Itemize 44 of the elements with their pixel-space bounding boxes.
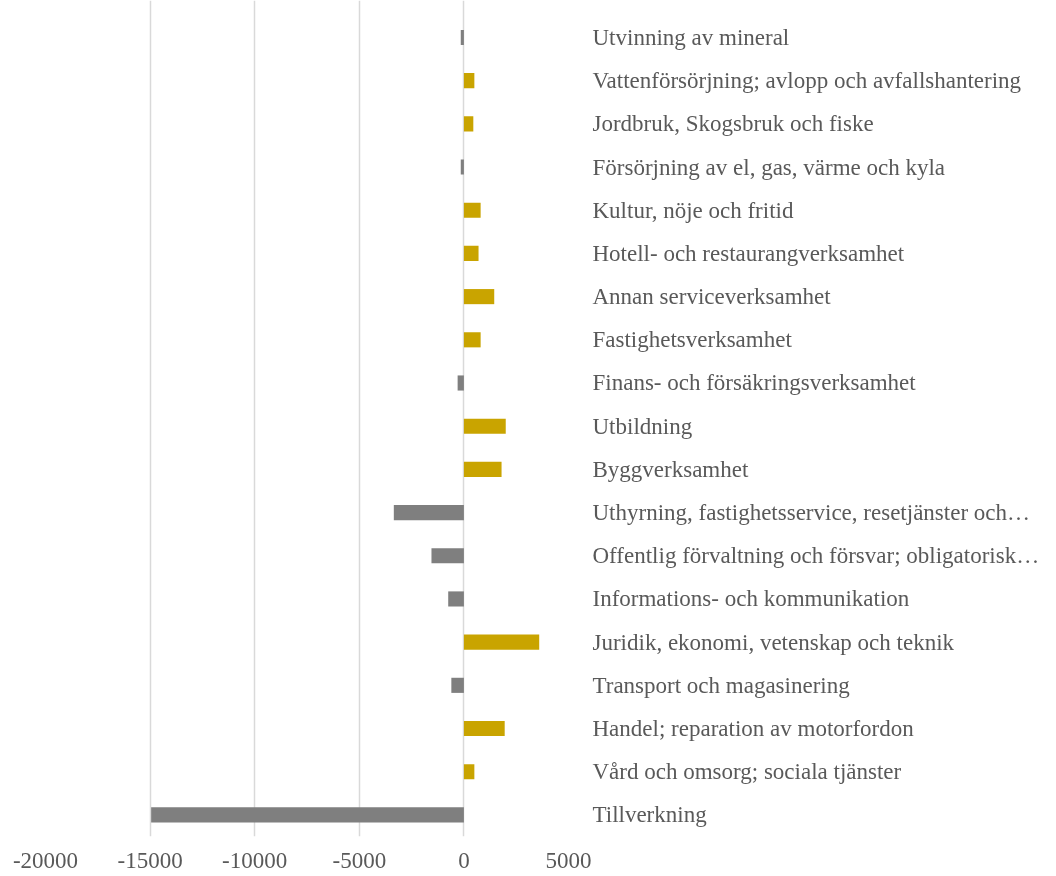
bar [463, 116, 474, 132]
bar [463, 245, 479, 261]
bar [460, 29, 464, 46]
y-tick-label: Kultur, nöje och fritid [592, 197, 794, 223]
y-tick-label: Annan serviceverksamhet [592, 284, 832, 310]
bar [463, 202, 481, 218]
x-tick-label: -20000 [12, 847, 79, 873]
y-tick-label: Byggverksamhet [592, 456, 749, 482]
y-tick-label: Tillverkning [592, 802, 708, 828]
y-tick-label: Fastighetsverksamhet [592, 327, 793, 353]
y-tick-label: Hotell- och restaurangverksamhet [592, 240, 905, 266]
y-tick-label: Offentlig förvaltning och försvar; obligatorisk… [592, 543, 1040, 569]
bar [463, 332, 481, 348]
y-tick-label: Juridik, ekonomi, vetenskap och teknik [592, 629, 955, 655]
y-tick-label: Informations- och kommunikation [592, 586, 910, 612]
y-tick-label: Jordbruk, Skogsbruk och fiske [592, 111, 874, 137]
bar [393, 505, 464, 521]
bar [463, 634, 540, 650]
bar [463, 764, 475, 780]
y-tick-label: Finans- och försäkringsverksamhet [592, 370, 917, 396]
x-tick-label: -15000 [117, 847, 183, 873]
bar [431, 548, 464, 564]
bar [463, 289, 495, 305]
y-tick-label: Handel; reparation av motorfordon [592, 716, 915, 742]
x-tick-label: -5000 [332, 847, 387, 873]
y-tick-label: Uthyrning, fastighetsservice, resetjänster och… [592, 500, 1031, 526]
bar [451, 677, 464, 693]
y-tick-label: Transport och magasinering [592, 672, 851, 698]
bar [448, 591, 464, 607]
bar [463, 461, 502, 477]
y-tick-label: Utvinning av mineral [592, 24, 790, 50]
bar [151, 807, 464, 823]
y-tick-label: Försörjning av el, gas, värme och kyla [592, 154, 946, 180]
y-tick-label: Vattenförsörjning; avlopp och avfallshantering [592, 68, 1022, 94]
x-tick-label: -10000 [222, 847, 288, 873]
bar [460, 159, 464, 175]
bar [463, 73, 475, 89]
y-tick-label: Utbildning [592, 413, 693, 439]
bar [457, 375, 464, 391]
y-tick-label: Vård och omsorg; sociala tjänster [592, 759, 902, 785]
x-tick-label: 0 [458, 847, 470, 873]
bar [463, 418, 506, 434]
bar [463, 720, 505, 737]
x-tick-label: 5000 [545, 847, 592, 873]
